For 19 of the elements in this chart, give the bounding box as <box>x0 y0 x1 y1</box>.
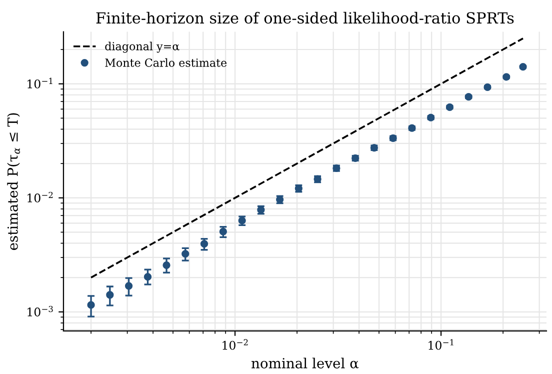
point <box>219 228 227 236</box>
point <box>200 240 208 248</box>
legend-label: Monte Carlo estimate <box>105 58 227 67</box>
point <box>182 250 190 258</box>
point <box>162 261 170 269</box>
y-tick-label: 10$^{−2}$ <box>28 192 53 202</box>
point <box>106 291 114 299</box>
y-axis-title: estimated P(τ$_{α}$ ≤ T) <box>7 113 20 250</box>
y-tick-label: 10$^{−1}$ <box>28 78 52 88</box>
chart-title: Finite-horizon size of one-sided likelihood-ratio SPRTs <box>96 12 514 24</box>
point <box>124 282 133 290</box>
x-axis-title: nominal level α <box>251 358 359 368</box>
legend-label: diagonal y=α <box>105 42 180 53</box>
point <box>238 216 246 224</box>
point <box>502 73 510 81</box>
point <box>87 301 95 309</box>
point <box>144 273 152 281</box>
y-tick-label: 10$^{−3}$ <box>28 306 53 316</box>
point <box>484 83 492 91</box>
